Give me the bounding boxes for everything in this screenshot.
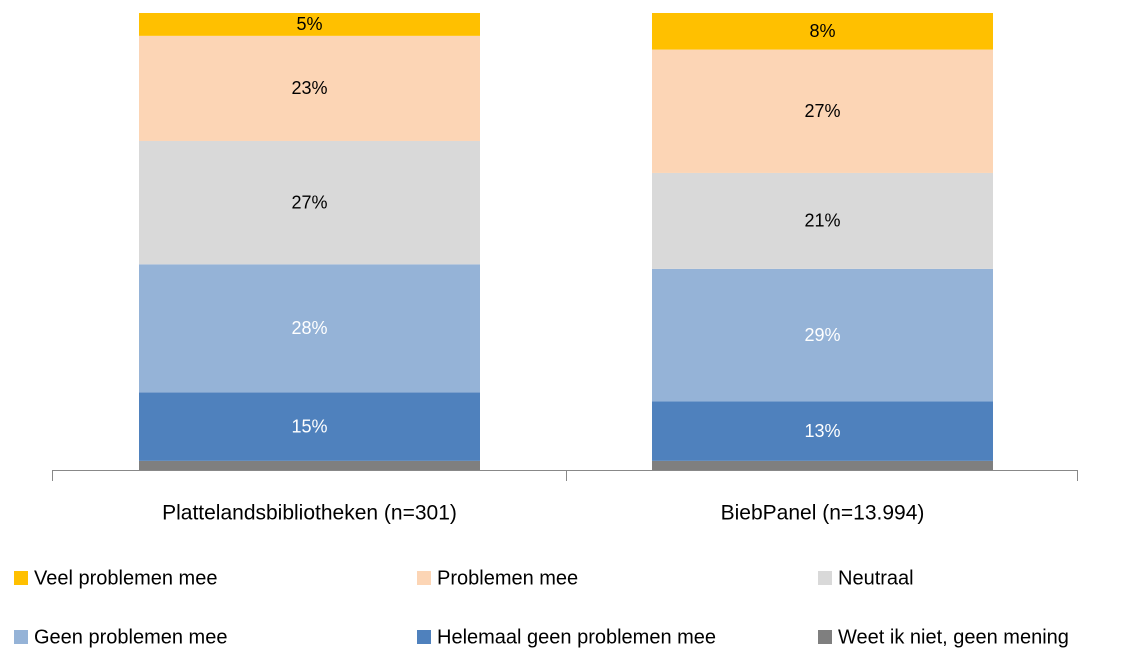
- bar-segment: [652, 172, 993, 269]
- legend-swatch: [14, 630, 28, 644]
- legend-label: Geen problemen mee: [34, 626, 227, 648]
- bar-segment: [139, 13, 480, 36]
- data-label: 13%: [804, 421, 840, 441]
- data-label: 15%: [291, 416, 327, 436]
- bar-segment: [139, 460, 480, 470]
- bar-segment: [652, 268, 993, 402]
- bar-segment: [652, 460, 993, 470]
- data-label: 23%: [291, 78, 327, 98]
- data-label: 29%: [804, 325, 840, 345]
- legend-swatch: [417, 630, 431, 644]
- legend-swatch: [417, 571, 431, 585]
- x-tick-label: BiebPanel (n=13.994): [721, 502, 925, 525]
- bar-segment: [652, 49, 993, 173]
- data-label: 8%: [809, 21, 835, 41]
- legend-label: Helemaal geen problemen mee: [437, 626, 716, 648]
- legend-label: Neutraal: [838, 567, 914, 589]
- data-label: 5%: [296, 14, 322, 34]
- bar-segment: [139, 140, 480, 265]
- legend-swatch: [818, 571, 832, 585]
- bar-segment: [139, 392, 480, 461]
- x-tick-label: Plattelandsbibliotheken (n=301): [162, 502, 457, 525]
- data-label: 21%: [804, 211, 840, 231]
- legend-label: Problemen mee: [437, 567, 578, 589]
- legend-label: Veel problemen mee: [34, 567, 217, 589]
- data-label: 27%: [291, 192, 327, 212]
- bar-segment: [652, 401, 993, 461]
- bar-segment: [139, 35, 480, 141]
- bar-segment: [139, 264, 480, 393]
- legend-swatch: [14, 571, 28, 585]
- data-label: 27%: [804, 101, 840, 121]
- bar-segment: [652, 13, 993, 50]
- data-label: 28%: [291, 318, 327, 338]
- legend-swatch: [818, 630, 832, 644]
- legend-label: Weet ik niet, geen mening: [838, 626, 1069, 648]
